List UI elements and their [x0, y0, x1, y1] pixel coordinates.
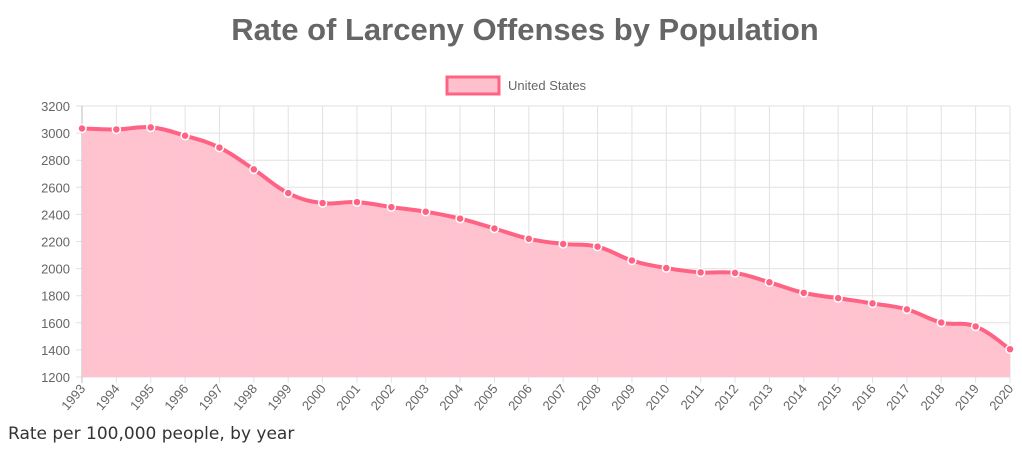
data-point-2018[interactable] — [936, 317, 947, 328]
data-point-2013[interactable] — [764, 277, 775, 288]
x-tick-label: 2002 — [368, 381, 398, 413]
series-line — [81, 125, 1012, 351]
data-point-1994[interactable] — [111, 124, 122, 135]
data-point-2011[interactable] — [695, 267, 706, 278]
y-tick-label: 2200 — [41, 235, 70, 250]
legend-swatch[interactable] — [445, 75, 501, 96]
legend-label[interactable]: United States — [508, 78, 587, 93]
data-point-2020[interactable] — [1005, 344, 1015, 354]
data-point-2012[interactable] — [730, 268, 740, 278]
data-point-2015[interactable] — [833, 293, 843, 303]
y-tick-label: 2400 — [41, 207, 70, 222]
x-tick-label: 2005 — [471, 381, 501, 413]
x-axis: 1993 1994 1995 1996 1997 1998 1999 2000 2001 2002… — [58, 381, 1016, 413]
y-tick-label: 1800 — [41, 289, 70, 304]
data-point-2002[interactable] — [386, 202, 397, 212]
x-tick-label: 2008 — [574, 381, 604, 413]
data-point-2016[interactable] — [867, 298, 878, 309]
data-point-2003[interactable] — [420, 206, 431, 217]
y-axis: 1200 1400 1600 1800 2000 2200 2400 2600 2800 3000… — [41, 99, 70, 385]
x-tick-label: 1994 — [93, 381, 123, 413]
data-point-1998[interactable] — [249, 164, 259, 175]
x-tick-label: 1996 — [161, 381, 191, 413]
data-point-1999[interactable] — [283, 188, 293, 198]
chart-title: Rate of Larceny Offenses by Population — [231, 12, 818, 47]
x-tick-label: 1995 — [127, 381, 157, 413]
x-tick-label: 2003 — [402, 381, 432, 413]
y-tick-label: 3200 — [41, 99, 70, 114]
y-tick-label: 2000 — [41, 262, 70, 277]
x-tick-label: 2013 — [746, 381, 776, 413]
x-tick-label: 1997 — [196, 381, 226, 413]
data-point-2019[interactable] — [970, 321, 981, 332]
x-tick-label: 1993 — [58, 381, 88, 413]
x-tick-label: 2009 — [608, 381, 638, 413]
data-point-2004[interactable] — [455, 213, 465, 224]
data-point-2009[interactable] — [627, 255, 637, 266]
x-tick-label: 2012 — [711, 381, 741, 413]
series-united-states — [77, 122, 1015, 377]
x-tick-label: 2015 — [814, 381, 844, 413]
legend[interactable]: United States — [445, 75, 587, 96]
x-tick-label: 2007 — [539, 381, 569, 413]
data-point-2008[interactable] — [592, 241, 603, 252]
data-point-2010[interactable] — [661, 263, 672, 273]
x-tick-label: 2016 — [849, 381, 879, 413]
data-point-2014[interactable] — [799, 288, 809, 298]
chart-caption: Rate per 100,000 people, by year — [8, 424, 295, 444]
data-point-2000[interactable] — [317, 198, 328, 208]
x-tick-label: 2000 — [299, 381, 329, 413]
x-tick-label: 2001 — [333, 381, 363, 413]
x-tick-label: 2004 — [436, 381, 466, 413]
data-point-1996[interactable] — [180, 130, 190, 141]
data-point-2007[interactable] — [558, 239, 568, 249]
y-tick-label: 1600 — [41, 316, 70, 331]
x-tick-label: 2018 — [917, 381, 947, 413]
y-tick-label: 3000 — [41, 126, 70, 141]
x-tick-label: 2019 — [952, 381, 982, 413]
data-point-1995[interactable] — [145, 122, 156, 133]
data-point-2005[interactable] — [489, 223, 500, 234]
series-area — [82, 127, 1010, 377]
x-tick-label: 2011 — [677, 381, 706, 412]
y-tick-label: 1400 — [41, 343, 70, 358]
x-tick-label: 1999 — [264, 381, 294, 413]
data-point-2006[interactable] — [524, 234, 534, 244]
data-point-1993[interactable] — [77, 123, 87, 134]
x-tick-label: 2014 — [780, 381, 810, 413]
data-point-2001[interactable] — [352, 197, 362, 207]
y-tick-label: 1200 — [41, 370, 70, 385]
x-tick-label: 2017 — [883, 381, 913, 413]
y-tick-label: 2800 — [41, 153, 70, 168]
x-tick-label: 2020 — [986, 381, 1016, 413]
data-point-1997[interactable] — [214, 142, 225, 153]
x-tick-label: 1998 — [230, 381, 260, 413]
data-point-2017[interactable] — [902, 304, 912, 315]
x-tick-label: 2006 — [505, 381, 535, 413]
x-tick-label: 2010 — [643, 381, 673, 413]
y-tick-label: 2600 — [41, 180, 70, 195]
